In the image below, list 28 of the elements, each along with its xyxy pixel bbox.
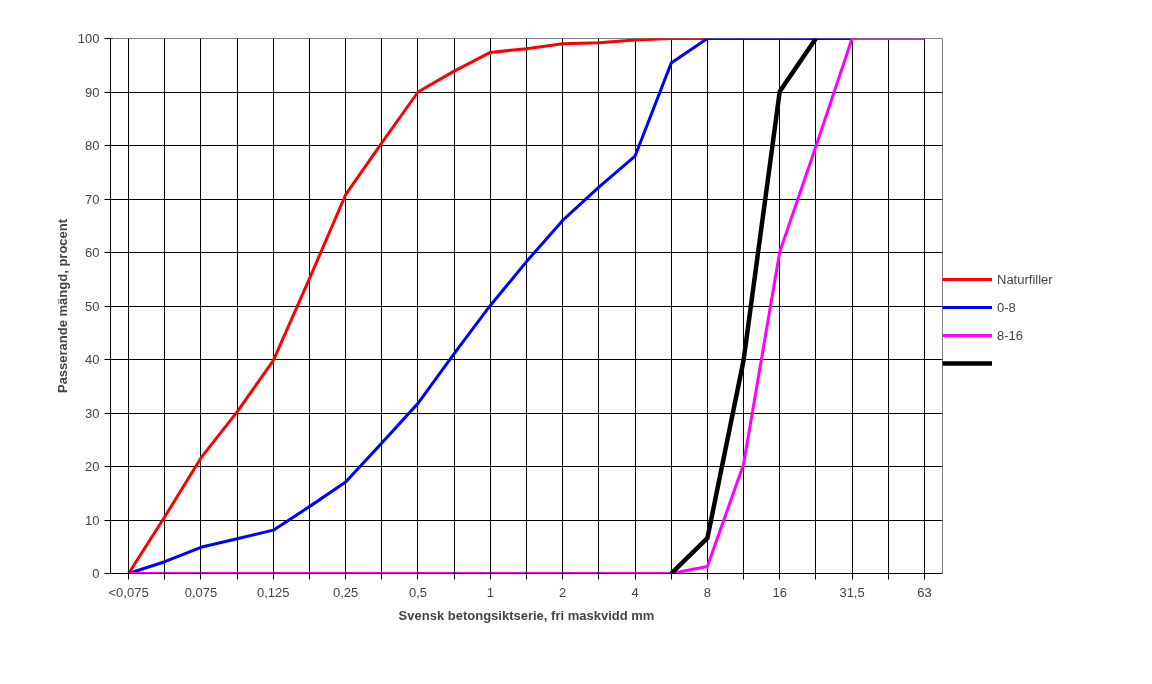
x-tick-label: 0,5 <box>408 584 428 600</box>
y-tick-label: 10 <box>85 512 100 528</box>
y-tick-label: 50 <box>85 298 100 314</box>
legend-label: 0-8 <box>997 299 1017 315</box>
y-tick-label: 30 <box>85 405 100 421</box>
y-tick-label: 20 <box>85 459 100 474</box>
x-tick-label: 8 <box>703 584 711 600</box>
x-tick-label: 16 <box>772 584 787 600</box>
x-tick-label: 0,125 <box>257 584 290 600</box>
x-tick-label: 4 <box>631 584 639 600</box>
legend-label: 8-16 <box>997 327 1024 343</box>
y-tick-label: 60 <box>85 245 100 260</box>
y-tick-label: 0 <box>92 566 100 581</box>
y-tick-label: 40 <box>85 352 100 367</box>
x-tick-label: 2 <box>559 584 567 600</box>
x-axis-title: Svensk betongsiktserie, fri maskvidd mm <box>398 607 655 623</box>
y-tick-label: 90 <box>85 84 100 100</box>
y-tick-label: 70 <box>85 191 100 207</box>
x-tick-label: <0,075 <box>108 584 149 600</box>
x-tick-label: 63 <box>917 584 932 600</box>
x-tick-label: 0,25 <box>332 584 359 600</box>
y-axis-title: Passerande mängd, procent <box>54 218 70 394</box>
x-tick-label: 0,075 <box>184 584 218 600</box>
legend-label: Naturfiller <box>997 271 1053 287</box>
y-tick-label: 80 <box>85 138 100 153</box>
y-tick-label: 100 <box>77 31 100 46</box>
x-tick-label: 31,5 <box>839 584 865 600</box>
x-tick-label: 1 <box>486 584 494 600</box>
